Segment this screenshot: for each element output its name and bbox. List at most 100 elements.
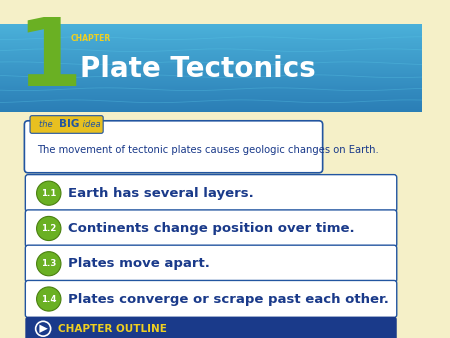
Bar (0, 43, 422, 44)
Bar (0, 46, 422, 47)
Text: CHAPTER OUTLINE: CHAPTER OUTLINE (58, 324, 167, 334)
Bar (0, 57, 422, 58)
Bar (0, 70, 422, 71)
Bar (0, 79, 422, 80)
Bar (0, 111, 422, 112)
Bar (0, 34, 422, 35)
Bar (0, 58, 422, 59)
Bar (0, 88, 422, 89)
Bar (0, 76, 422, 77)
Bar (0, 109, 422, 110)
Bar (0, 30, 422, 31)
Bar (0, 91, 422, 92)
Bar (0, 67, 422, 68)
FancyBboxPatch shape (0, 113, 422, 338)
Bar (0, 42, 422, 43)
Text: 1.3: 1.3 (41, 259, 56, 268)
Bar (0, 95, 422, 96)
Text: The movement of tectonic plates causes geologic changes on Earth.: The movement of tectonic plates causes g… (37, 145, 379, 155)
Bar (0, 105, 422, 106)
Bar (0, 35, 422, 36)
Bar (0, 83, 422, 84)
Text: 1.1: 1.1 (41, 189, 56, 198)
Bar (0, 59, 422, 61)
Circle shape (36, 252, 61, 276)
Circle shape (36, 216, 61, 241)
Bar (0, 62, 422, 63)
Bar (0, 106, 422, 107)
Circle shape (36, 287, 61, 311)
Bar (0, 73, 422, 74)
Bar (0, 48, 422, 49)
Bar (0, 94, 422, 95)
Bar (0, 101, 422, 102)
Bar (0, 98, 422, 99)
Bar (0, 33, 422, 34)
Bar (0, 86, 422, 87)
Bar (0, 37, 422, 38)
Text: 1: 1 (16, 14, 81, 106)
Text: idea: idea (80, 120, 100, 129)
Bar (0, 54, 422, 55)
Bar (0, 50, 422, 51)
Bar (0, 64, 422, 65)
Bar (0, 38, 422, 39)
FancyBboxPatch shape (25, 210, 397, 247)
Text: 1.2: 1.2 (41, 224, 56, 233)
Bar (0, 56, 422, 57)
Text: Earth has several layers.: Earth has several layers. (68, 187, 253, 200)
Bar (0, 103, 422, 104)
Bar (0, 96, 422, 97)
Bar (0, 55, 422, 56)
Bar (0, 39, 422, 40)
Bar (0, 63, 422, 64)
Bar (0, 112, 422, 113)
Text: CHAPTER: CHAPTER (70, 33, 111, 43)
Bar (0, 107, 422, 108)
Bar (0, 93, 422, 94)
Bar (0, 81, 422, 82)
Bar (0, 47, 422, 48)
Text: Continents change position over time.: Continents change position over time. (68, 222, 354, 235)
Bar (0, 68, 422, 69)
Text: the: the (39, 120, 55, 129)
Bar (0, 102, 422, 103)
Bar (0, 41, 422, 42)
Bar (0, 69, 422, 70)
Bar (0, 77, 422, 78)
Bar (0, 89, 422, 90)
Bar (0, 66, 422, 67)
Bar (0, 65, 422, 66)
Bar (0, 53, 422, 54)
Bar (0, 84, 422, 86)
Text: Plate Tectonics: Plate Tectonics (80, 55, 315, 83)
Bar (0, 104, 422, 105)
Bar (0, 27, 422, 28)
FancyBboxPatch shape (25, 175, 397, 212)
Bar (0, 82, 422, 83)
Text: BIG: BIG (59, 120, 80, 129)
Text: Plates converge or scrape past each other.: Plates converge or scrape past each othe… (68, 292, 388, 306)
Bar (0, 52, 422, 53)
Bar (0, 78, 422, 79)
Bar (0, 72, 422, 73)
Bar (0, 45, 422, 46)
Bar (0, 32, 422, 33)
Circle shape (36, 181, 61, 205)
Bar (0, 26, 422, 27)
Bar (0, 31, 422, 32)
Bar (0, 71, 422, 72)
Bar (0, 74, 422, 75)
Text: 1.4: 1.4 (41, 294, 57, 304)
Bar (0, 44, 422, 45)
Bar (0, 49, 422, 50)
Bar (0, 29, 422, 30)
Bar (0, 28, 422, 29)
FancyBboxPatch shape (25, 281, 397, 318)
Bar (0, 92, 422, 93)
Bar (0, 110, 422, 111)
Bar (0, 75, 422, 76)
Bar (0, 97, 422, 98)
FancyBboxPatch shape (25, 317, 397, 338)
Bar (0, 87, 422, 88)
